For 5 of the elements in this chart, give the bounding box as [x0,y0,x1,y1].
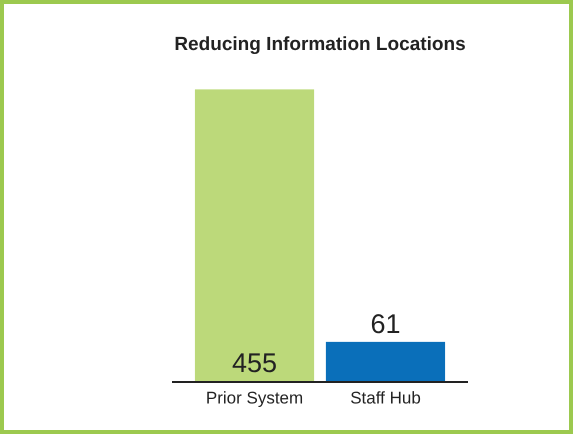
x-tick-label: Staff Hub [350,388,421,408]
data-label: 61 [370,308,401,339]
chart-title: Reducing Information Locations [174,34,466,56]
data-label: 455 [232,348,278,378]
x-tick-label: Prior System [206,388,304,408]
